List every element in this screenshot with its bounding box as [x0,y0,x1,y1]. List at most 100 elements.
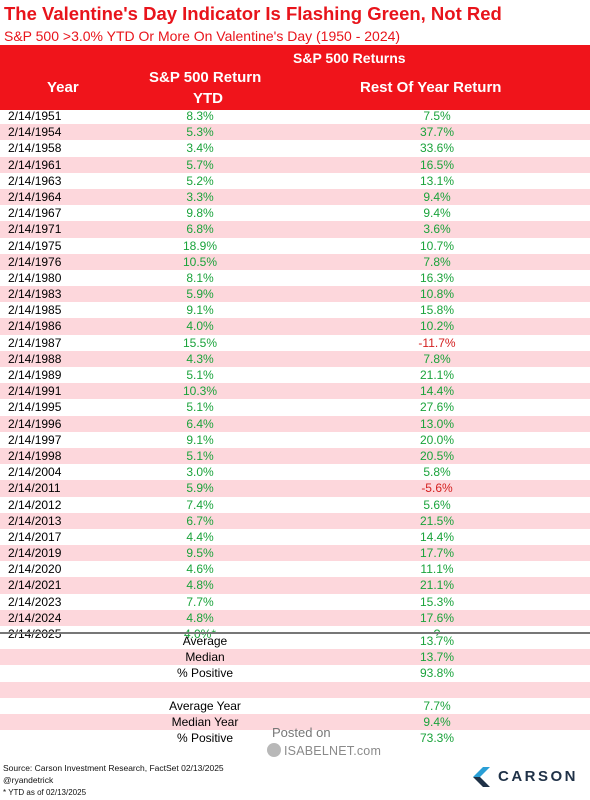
year-cell: 2/14/1975 [8,238,62,253]
year-cell: 2/14/2025 [8,627,62,641]
rest-of-year-cell: 16.3% [419,270,455,285]
header-group-label: S&P 500 Returns [293,50,406,66]
year-cell: 2/14/1989 [8,368,62,382]
summary-row: Average 13.7% [0,633,590,649]
chart-subtitle: S&P 500 >3.0% YTD Or More On Valentine's… [4,28,401,44]
table-row: 2/14/2017 4.4% 14.4% [0,529,590,545]
summary-row: Median Year 9.4% [0,713,590,731]
ytd-return-cell: 7.4% [186,497,214,512]
summary-row: Average Year 7.7% [0,698,590,714]
table-row: 2/14/1976 10.5% 7.8% [0,253,590,270]
ytd-return-cell: 10.3% [182,384,218,399]
ytd-return-cell: 5.7% [186,157,214,172]
summary-row: % Positive 73.3% [0,730,590,746]
ytd-return-cell: 4.0%* [183,627,217,641]
rest-of-year-cell: 14.4% [419,529,455,544]
summary-label: % Positive [176,666,234,681]
rest-of-year-cell: 20.0% [419,432,455,447]
rest-of-year-cell: 3.6% [423,222,451,237]
ytd-return-cell: 9.1% [186,303,214,318]
ytd-return-cell: 5.9% [186,287,214,302]
table-row: 2/14/1958 3.4% 33.6% [0,140,590,156]
header-ytd-line2: YTD [193,90,223,107]
rest-of-year-cell: 10.7% [419,238,455,253]
table-row: 2/14/1967 9.8% 9.4% [0,205,590,221]
rest-of-year-cell: 7.5% [423,109,451,123]
rest-of-year-cell: 33.6% [419,141,455,156]
ytd-return-cell: 4.6% [186,562,214,577]
table-row: 2/14/1985 9.1% 15.8% [0,302,590,318]
year-cell: 2/14/2023 [8,594,62,609]
ytd-return-cell: 7.7% [186,594,214,609]
year-cell: 2/14/1983 [8,287,62,302]
table-row: 2/14/1998 5.1% 20.5% [0,447,590,465]
chart-title: The Valentine's Day Indicator Is Flashin… [4,3,502,24]
table-row: 2/14/2025 4.0%*? [0,626,590,642]
table-row: 2/14/2012 7.4% 5.6% [0,497,590,513]
rest-of-year-cell: 15.8% [419,303,455,318]
table-row: 2/14/1951 8.3% 7.5% [0,108,590,124]
ytd-return-cell: 9.8% [186,206,214,221]
rest-of-year-cell: 7.8% [423,254,451,269]
table-row: 2/14/1975 18.9% 10.7% [0,238,590,254]
year-cell: 2/14/1988 [8,351,62,366]
year-cell: 2/14/2011 [8,481,61,496]
rest-of-year-cell: 14.4% [419,384,455,399]
year-cell: 2/14/2021 [8,578,62,593]
footer-handle: @ryandetrick [3,775,54,785]
rest-of-year-cell: 37.7% [419,125,455,140]
watermark-posted: Posted on [272,725,331,740]
rest-of-year-cell: ? [433,627,441,641]
table-row: 2/14/1964 3.3% 9.4% [0,188,590,206]
ytd-return-cell: 6.4% [186,416,214,431]
ytd-return-cell: 8.1% [186,270,214,285]
summary-label: Median Year [171,714,239,729]
ytd-return-cell: 18.9% [182,238,218,253]
watermark-globe-icon [267,743,281,757]
table-row: 2/14/1987 15.5% -11.7% [0,335,590,351]
year-cell: 2/14/1958 [8,141,62,156]
rest-of-year-cell: 5.6% [423,497,451,512]
year-cell: 2/14/1987 [8,335,62,350]
table-row: 2/14/2020 4.6% 11.1% [0,561,590,577]
ytd-return-cell: 5.1% [186,400,214,415]
ytd-return-cell: 4.8% [186,578,214,593]
table-row: 2/14/1995 5.1% 27.6% [0,399,590,415]
table-row: 2/14/1980 8.1% 16.3% [0,270,590,286]
table-row: 2/14/2013 6.7% 21.5% [0,512,590,529]
carson-chevron-icon [473,767,490,787]
ytd-return-cell: 4.4% [186,529,214,544]
year-cell: 2/14/1991 [8,384,62,399]
year-cell: 2/14/2019 [8,546,62,561]
year-cell: 2/14/2012 [8,497,62,512]
rest-of-year-cell: 9.4% [423,206,451,221]
rest-of-year-cell: 17.6% [419,610,455,625]
ytd-return-cell: 8.3% [186,109,214,123]
table-row: 2/14/1961 5.7% 16.5% [0,156,590,173]
rest-of-year-cell: 5.8% [423,465,451,480]
rest-of-year-cell: 15.3% [419,594,455,609]
year-cell: 2/14/2004 [8,465,62,480]
header-rest-of-year: Rest Of Year Return [360,79,502,96]
year-cell: 2/14/1980 [8,270,62,285]
rest-of-year-cell: 17.7% [419,546,455,561]
year-cell: 2/14/1995 [8,400,62,415]
ytd-return-cell: 4.8% [186,610,214,625]
ytd-return-cell: 6.7% [186,513,214,528]
rest-of-year-cell: 20.5% [419,448,455,463]
year-cell: 2/14/1967 [8,206,62,221]
summary-row [0,681,590,698]
rest-of-year-cell: 9.4% [423,189,451,204]
table-row: 2/14/1983 5.9% 10.8% [0,286,590,303]
table-row: 2/14/1989 5.1% 21.1% [0,367,590,383]
year-cell: 2/14/1971 [8,222,62,237]
rest-of-year-cell: 21.1% [419,368,455,382]
ytd-return-cell: 5.1% [186,448,214,463]
ytd-return-cell: 4.3% [186,351,214,366]
year-cell: 2/14/1985 [8,303,62,318]
table-row: 2/14/1988 4.3% 7.8% [0,350,590,367]
ytd-return-cell: 5.3% [186,125,214,140]
table-row: 2/14/2004 3.0% 5.8% [0,464,590,480]
rest-of-year-cell: 7.8% [423,351,451,366]
year-cell: 2/14/1951 [8,109,62,123]
